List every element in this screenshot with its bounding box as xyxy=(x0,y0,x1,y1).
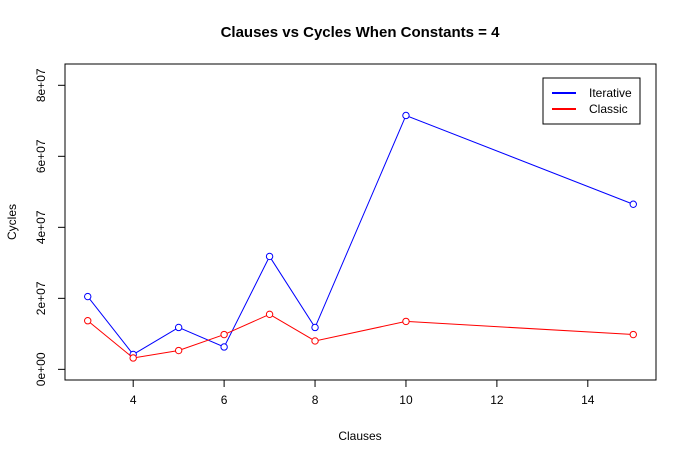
data-point xyxy=(402,317,410,326)
data-point xyxy=(311,323,319,332)
data-point xyxy=(84,292,92,301)
series-layer xyxy=(84,111,637,362)
x-axis-label: Clauses xyxy=(338,429,381,443)
y-tick-label: 8e+07 xyxy=(34,68,48,102)
y-axis: 0e+00 2e+07 4e+07 6e+07 8e+07 xyxy=(34,68,66,386)
x-tick-label: 8 xyxy=(312,393,319,407)
data-point xyxy=(129,354,137,362)
x-tick-label: 14 xyxy=(581,393,595,407)
x-tick-label: 10 xyxy=(399,393,413,407)
legend: Iterative Classic xyxy=(542,77,641,125)
series-line xyxy=(87,114,634,356)
series-iterative xyxy=(84,111,637,359)
data-point xyxy=(174,346,183,355)
y-tick-label: 4e+07 xyxy=(34,210,48,244)
data-point xyxy=(311,337,319,345)
legend-label: Classic xyxy=(589,102,628,116)
data-point xyxy=(174,323,183,332)
y-axis-label: Cycles xyxy=(5,204,19,240)
legend-box xyxy=(542,77,641,125)
y-tick-label: 2e+07 xyxy=(34,281,48,315)
data-point xyxy=(84,317,92,325)
x-tick-label: 4 xyxy=(130,393,137,407)
data-point xyxy=(402,111,410,120)
data-point xyxy=(629,200,637,208)
data-point xyxy=(220,330,228,339)
series-classic xyxy=(84,310,637,362)
data-point xyxy=(629,330,637,339)
data-point xyxy=(265,310,274,319)
y-tick-label: 0e+00 xyxy=(34,352,48,386)
series-line xyxy=(87,313,634,359)
legend-label: Iterative xyxy=(589,86,632,100)
y-tick-label: 6e+07 xyxy=(34,139,48,173)
chart-title: Clauses vs Cycles When Constants = 4 xyxy=(221,24,501,41)
x-tick-label: 12 xyxy=(490,393,504,407)
data-point xyxy=(220,343,228,351)
x-axis: 4 6 8 10 12 14 xyxy=(130,379,595,407)
x-tick-label: 6 xyxy=(221,393,228,407)
data-point xyxy=(265,252,274,261)
